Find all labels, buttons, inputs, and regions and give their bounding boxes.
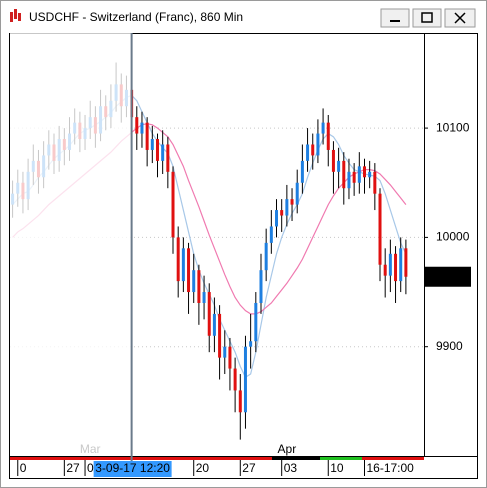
x-tick-label: 03 <box>284 461 298 475</box>
candle-body <box>150 139 154 150</box>
maximize-button[interactable] <box>412 8 442 28</box>
candle-body <box>197 270 201 303</box>
candle-body <box>347 171 351 189</box>
candle-body <box>331 149 335 172</box>
candle-body <box>337 160 341 172</box>
x-tick-label: 27 <box>66 461 80 475</box>
x-tick-label: 27 <box>242 461 256 475</box>
close-button[interactable] <box>444 8 476 28</box>
app-icon <box>10 9 21 22</box>
x-tick-label: 10 <box>330 461 344 475</box>
candle-body <box>280 210 284 216</box>
candle-body <box>399 248 403 282</box>
cursor-label-box <box>93 461 172 477</box>
candle-body <box>316 133 320 156</box>
candle-body <box>181 248 185 282</box>
minimize-button[interactable] <box>380 8 410 28</box>
candle-body <box>306 144 310 161</box>
candle-body <box>202 292 206 303</box>
last-price-box <box>425 266 471 287</box>
candle-body <box>155 139 159 161</box>
candle-body <box>254 302 258 342</box>
window-title: USDCHF - Switzerland (Franc), 860 Min <box>29 10 243 24</box>
candle-body <box>243 346 247 413</box>
candle-body <box>326 122 330 150</box>
candle-body <box>388 253 392 276</box>
indicator-strip <box>10 457 424 460</box>
candle-body <box>378 193 382 265</box>
y-tick-label: 9900 <box>436 339 463 353</box>
candle-body <box>166 144 170 172</box>
candle-body <box>192 270 196 293</box>
candle-body <box>321 122 325 134</box>
candle-body <box>373 171 377 194</box>
x-tick-label: 16-17:00 <box>366 461 414 475</box>
candle-body <box>171 171 175 238</box>
candle-body <box>140 122 144 134</box>
candle-body <box>404 248 408 277</box>
candle-body <box>187 248 191 293</box>
candle-body <box>233 368 237 391</box>
candle-body <box>207 292 211 336</box>
month-label: Apr <box>278 442 297 456</box>
candle-body <box>300 160 304 183</box>
last-price-label: 9964 <box>436 269 463 283</box>
candle-body <box>368 171 372 178</box>
candle-body <box>161 144 165 161</box>
candle-body <box>383 264 387 276</box>
x-tick-label: 0 <box>20 461 27 475</box>
y-tick-label: 10100 <box>436 120 470 134</box>
candle-body <box>259 270 263 303</box>
candle-body <box>223 346 227 358</box>
candle-body <box>352 171 356 183</box>
candle-body <box>275 210 279 227</box>
candle-body <box>362 166 366 178</box>
candle-body <box>145 122 149 150</box>
candle-body <box>238 390 242 413</box>
candle-body <box>249 341 253 347</box>
candle-body <box>218 313 222 358</box>
candle-body <box>285 199 289 216</box>
candle-body <box>212 313 216 336</box>
faded-region <box>10 33 132 456</box>
candle-body <box>357 166 361 183</box>
cursor-label: 3-09-17 12:20 <box>95 461 170 475</box>
x-tick-label: 20 <box>196 461 210 475</box>
candle-body <box>269 226 273 243</box>
candle-body <box>311 144 315 156</box>
candle-body <box>135 117 139 134</box>
y-tick-label: 10000 <box>436 230 470 244</box>
candle-body <box>295 182 299 205</box>
candle-body <box>394 253 398 282</box>
candle-body <box>264 242 268 271</box>
candle-body <box>290 199 294 205</box>
candle-body <box>342 160 346 189</box>
candle-body <box>176 237 180 282</box>
candle-body <box>228 346 232 369</box>
